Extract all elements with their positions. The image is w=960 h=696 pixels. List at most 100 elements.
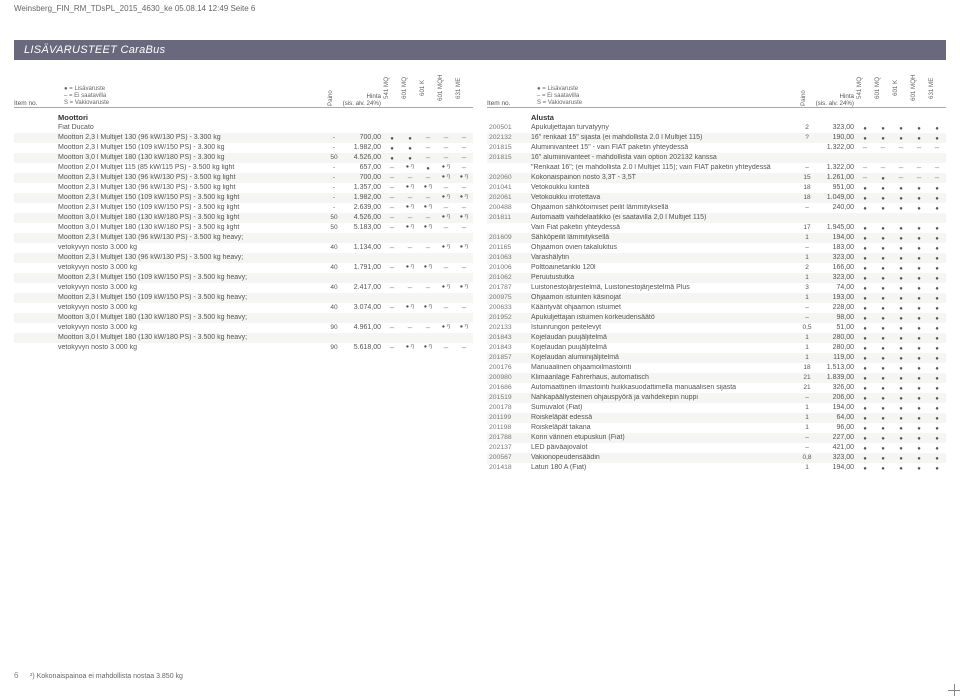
- item-id: 201815: [487, 144, 531, 151]
- item-mark: [455, 204, 473, 212]
- item-mark: [856, 394, 874, 402]
- item-desc: Peruutustutka: [531, 274, 800, 281]
- item-mark: [437, 304, 455, 312]
- item-mark: [401, 144, 419, 152]
- item-desc: Moottori 3,0 l Multijet 180 (130 kW/180 …: [58, 154, 327, 161]
- item-weight: 50: [327, 214, 341, 221]
- item-mark: [856, 324, 874, 332]
- table-row: 201811Automaatti vaihdelaatikko (ei saat…: [487, 213, 946, 223]
- item-mark: [856, 414, 874, 422]
- item-weight: –: [800, 434, 814, 441]
- item-mark: [892, 174, 910, 182]
- item-mark: ● ²): [419, 225, 437, 231]
- item-desc: Polttoainetankki 120l: [531, 264, 800, 271]
- item-mark: [928, 244, 946, 252]
- item-mark: [892, 354, 910, 362]
- item-mark: [455, 144, 473, 152]
- item-mark: [437, 224, 455, 232]
- item-weight: 2: [800, 124, 814, 131]
- item-price: 74,00: [814, 284, 856, 291]
- item-mark: [910, 324, 928, 332]
- item-mark: [910, 284, 928, 292]
- col-model: 601 K: [892, 69, 910, 107]
- item-id: 202060: [487, 174, 531, 181]
- item-desc: Moottori 2,0 l Multijet 115 (85 kW/115 P…: [58, 164, 327, 171]
- item-mark: [401, 154, 419, 162]
- item-weight: 1: [800, 294, 814, 301]
- item-desc: Vain Fiat paketin yhteydessä: [531, 224, 800, 231]
- item-mark: [874, 244, 892, 252]
- item-id: 201198: [487, 424, 531, 431]
- item-mark: [383, 144, 401, 152]
- item-mark: [856, 284, 874, 292]
- item-mark: [892, 404, 910, 412]
- left-column: Item no.● = Lisävaruste– = Ei saatavilla…: [14, 68, 473, 473]
- table-row: "Renkaat 16"; (ei mahdollista 2.0 l Mult…: [487, 163, 946, 173]
- item-mark: [437, 134, 455, 142]
- col-item: Item no.: [487, 100, 531, 107]
- item-mark: [419, 154, 437, 162]
- item-desc: Kääntyvät ohjaamon istuimet: [531, 304, 800, 311]
- item-mark: [856, 184, 874, 192]
- item-mark: [910, 354, 928, 362]
- item-price: 280,00: [814, 334, 856, 341]
- item-id: 202133: [487, 324, 531, 331]
- item-weight: 40: [327, 264, 341, 271]
- item-mark: [383, 244, 401, 252]
- item-desc: Apukuljettajan turvatyyny: [531, 124, 800, 131]
- table-row: Moottori 2,3 l Multijet 130 (96 kW/130 P…: [14, 133, 473, 143]
- item-mark: [892, 274, 910, 282]
- item-mark: [892, 244, 910, 252]
- item-price: 183,00: [814, 244, 856, 251]
- item-weight: 1: [800, 414, 814, 421]
- item-mark: ● ²): [437, 195, 455, 201]
- item-mark: [383, 184, 401, 192]
- item-desc: vetokyvyn nosto 3.000 kg: [58, 324, 327, 331]
- item-price: 4.961,00: [341, 324, 383, 331]
- item-id: 201609: [487, 234, 531, 241]
- item-mark: ● ²): [455, 215, 473, 221]
- col-item: Item no.: [14, 100, 58, 107]
- col-paino: Paino: [800, 69, 814, 107]
- table-row: 200488Ohjaamon sähkötoimiset peilit lämm…: [487, 203, 946, 213]
- item-mark: [383, 304, 401, 312]
- item-desc: Moottori 2,3 l Multijet 150 (109 kW/150 …: [58, 274, 327, 281]
- item-id: 201063: [487, 254, 531, 261]
- crop-mark: [948, 684, 960, 696]
- item-mark: [928, 254, 946, 262]
- item-desc: Sähköpeilit lämmityksellä: [531, 234, 800, 241]
- item-mark: [892, 394, 910, 402]
- item-mark: [856, 224, 874, 232]
- item-id: 201857: [487, 354, 531, 361]
- item-mark: [928, 314, 946, 322]
- table-row: Moottori 3,0 l Multijet 180 (130 kW/180 …: [14, 223, 473, 233]
- item-mark: [928, 264, 946, 272]
- item-weight: -: [327, 164, 341, 171]
- item-mark: [856, 334, 874, 342]
- item-mark: [856, 354, 874, 362]
- item-weight: 1: [800, 334, 814, 341]
- item-mark: [910, 224, 928, 232]
- item-desc: Nahkapäällysteinen ohjauspyörä ja vaihde…: [531, 394, 800, 401]
- item-price: 1.513,00: [814, 364, 856, 371]
- item-mark: [892, 184, 910, 192]
- item-price: 166,00: [814, 264, 856, 271]
- item-price: 1.839,00: [814, 374, 856, 381]
- table-row: vetokyvyn nosto 3.000 kg905.618,00● ²)● …: [14, 343, 473, 353]
- item-price: 2.639,00: [341, 204, 383, 211]
- item-mark: [910, 274, 928, 282]
- item-mark: [856, 344, 874, 352]
- item-id: 201815: [487, 154, 531, 161]
- item-mark: [383, 344, 401, 352]
- item-price: 98,00: [814, 314, 856, 321]
- item-mark: [910, 414, 928, 422]
- item-mark: ● ²): [419, 305, 437, 311]
- item-mark: [892, 194, 910, 202]
- item-id: 200501: [487, 124, 531, 131]
- item-weight: 40: [327, 304, 341, 311]
- item-price: 657,00: [341, 164, 383, 171]
- item-mark: [874, 404, 892, 412]
- item-mark: [892, 454, 910, 462]
- item-desc: Laturi 180 A (Fiat): [531, 464, 800, 471]
- item-price: 190,00: [814, 134, 856, 141]
